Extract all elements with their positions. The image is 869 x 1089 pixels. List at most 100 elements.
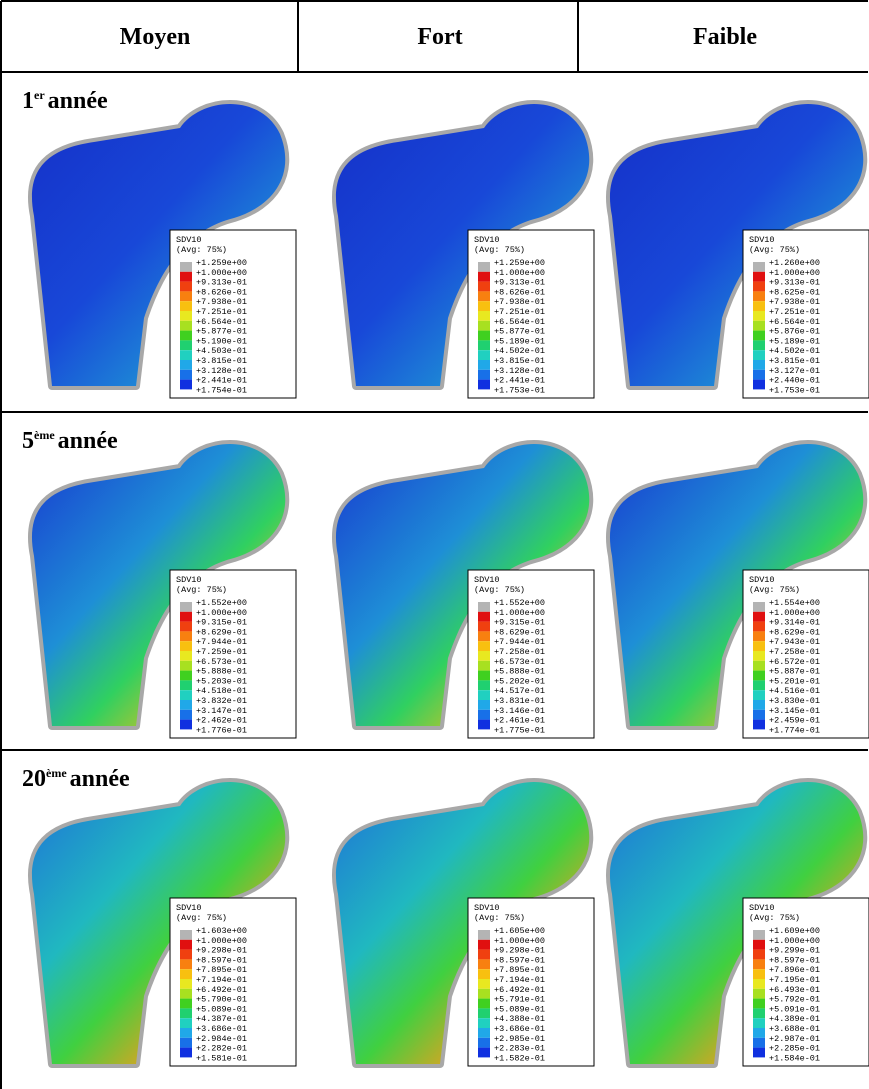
legend-swatch bbox=[478, 301, 490, 311]
row-label-number: 20 bbox=[22, 766, 46, 792]
legend-level: +6.493e-01 bbox=[769, 985, 820, 995]
legend-level: +8.597e-01 bbox=[494, 955, 545, 965]
legend-swatch bbox=[180, 1008, 192, 1019]
legend-level: +3.815e-01 bbox=[769, 356, 820, 366]
legend-level: +8.597e-01 bbox=[769, 955, 820, 965]
legend-level: +5.887e-01 bbox=[769, 667, 820, 677]
row-label-text: année bbox=[70, 766, 130, 792]
legend-swatch bbox=[478, 1008, 490, 1019]
legend-swatch bbox=[478, 311, 490, 321]
legend-level: +8.626e-01 bbox=[196, 287, 247, 297]
legend-swatch bbox=[478, 320, 490, 331]
legend-swatch bbox=[753, 281, 765, 292]
legend-subtitle: (Avg: 75%) bbox=[474, 913, 525, 923]
legend-level: +5.190e-01 bbox=[196, 336, 247, 346]
femur-density bbox=[31, 444, 286, 726]
legend-level: +4.517e-01 bbox=[494, 686, 545, 696]
legend-swatch bbox=[753, 939, 765, 950]
femur bbox=[28, 440, 290, 730]
legend-level: +4.502e-01 bbox=[769, 346, 820, 356]
femur-density bbox=[31, 782, 286, 1064]
legend-level: +5.203e-01 bbox=[196, 676, 247, 686]
legend-level: +3.686e-01 bbox=[494, 1024, 545, 1034]
legend-level: +6.564e-01 bbox=[196, 317, 247, 327]
legend-swatch bbox=[180, 611, 192, 622]
legend-level: +7.938e-01 bbox=[494, 297, 545, 307]
legend-swatch bbox=[478, 1037, 490, 1048]
legend-swatch bbox=[753, 262, 765, 272]
legend: SDV10(Avg: 75%) +1.554e+00+1.000e+00+9.31… bbox=[742, 569, 869, 739]
legend-swatch bbox=[478, 369, 490, 380]
legend-level: +2.440e-01 bbox=[769, 376, 820, 386]
legend-swatch bbox=[753, 660, 765, 671]
legend-level: +7.194e-01 bbox=[494, 975, 545, 985]
legend-swatch bbox=[478, 1028, 490, 1038]
legend-swatch bbox=[478, 631, 490, 642]
legend-level: +3.128e-01 bbox=[494, 366, 545, 376]
legend-swatch bbox=[478, 350, 490, 360]
legend-level: +7.938e-01 bbox=[769, 297, 820, 307]
legend-level: +6.572e-01 bbox=[769, 657, 820, 667]
legend-subtitle: (Avg: 75%) bbox=[176, 913, 227, 923]
femur bbox=[332, 100, 594, 390]
legend-level: +9.313e-01 bbox=[196, 278, 247, 288]
legend-level: +5.792e-01 bbox=[769, 995, 820, 1005]
legend-level: +3.831e-01 bbox=[494, 696, 545, 706]
legend-swatch bbox=[753, 311, 765, 321]
legend-level: +1.584e-01 bbox=[769, 1053, 820, 1063]
legend-title: SDV10 bbox=[176, 235, 202, 245]
column-header: Fort bbox=[417, 24, 462, 50]
legend-swatch bbox=[180, 631, 192, 642]
legend-swatch bbox=[180, 1047, 192, 1058]
legend-swatch bbox=[478, 611, 490, 622]
legend-level: +7.259e-01 bbox=[196, 647, 247, 657]
legend-swatch bbox=[180, 320, 192, 331]
legend-level: +4.518e-01 bbox=[196, 686, 247, 696]
legend-swatch bbox=[753, 680, 765, 691]
legend-title: SDV10 bbox=[474, 575, 500, 585]
legend-level: +6.573e-01 bbox=[494, 657, 545, 667]
legend-level: +2.285e-01 bbox=[769, 1044, 820, 1054]
legend-swatch bbox=[180, 281, 192, 292]
legend-swatch bbox=[180, 350, 192, 360]
row-label-text: année bbox=[48, 88, 108, 114]
legend-level: +1.260e+00 bbox=[769, 258, 820, 268]
legend-swatch bbox=[753, 930, 765, 940]
legend-level: +5.888e-01 bbox=[494, 667, 545, 677]
legend-subtitle: (Avg: 75%) bbox=[176, 585, 227, 595]
legend-level: +3.815e-01 bbox=[494, 356, 545, 366]
legend-swatch bbox=[180, 301, 192, 311]
legend-level: +3.127e-01 bbox=[769, 366, 820, 376]
legend-swatch bbox=[180, 949, 192, 960]
legend-swatch bbox=[180, 1037, 192, 1048]
legend-level: +2.462e-01 bbox=[196, 716, 247, 726]
legend-level: +4.389e-01 bbox=[769, 1014, 820, 1024]
column-header: Moyen bbox=[120, 24, 191, 50]
legend-swatch bbox=[478, 641, 490, 651]
legend-level: +5.790e-01 bbox=[196, 995, 247, 1005]
legend-subtitle: (Avg: 75%) bbox=[749, 245, 800, 255]
legend-swatch bbox=[180, 262, 192, 272]
legend-swatch bbox=[753, 340, 765, 351]
legend-swatch bbox=[478, 621, 490, 632]
legend-swatch bbox=[180, 709, 192, 720]
legend-level: +5.201e-01 bbox=[769, 676, 820, 686]
legend-level: +5.877e-01 bbox=[196, 327, 247, 337]
legend: SDV10(Avg: 75%) +1.605e+00+1.000e+00+9.29… bbox=[467, 897, 595, 1067]
legend-swatch bbox=[753, 979, 765, 989]
legend-level: +7.194e-01 bbox=[196, 975, 247, 985]
legend-level: +9.299e-01 bbox=[769, 946, 820, 956]
legend-swatch bbox=[478, 1018, 490, 1028]
legend-level: +2.441e-01 bbox=[196, 376, 247, 386]
legend-level: +1.259e+00 bbox=[494, 258, 545, 268]
legend-swatch bbox=[753, 1008, 765, 1019]
legend-swatch bbox=[753, 602, 765, 612]
legend-level: +1.754e-01 bbox=[196, 385, 247, 395]
legend-swatch bbox=[478, 998, 490, 1009]
legend-swatch bbox=[180, 969, 192, 979]
legend: SDV10(Avg: 75%) +1.603e+00+1.000e+00+9.29… bbox=[169, 897, 297, 1067]
legend-title: SDV10 bbox=[176, 903, 202, 913]
legend-swatch bbox=[180, 621, 192, 632]
